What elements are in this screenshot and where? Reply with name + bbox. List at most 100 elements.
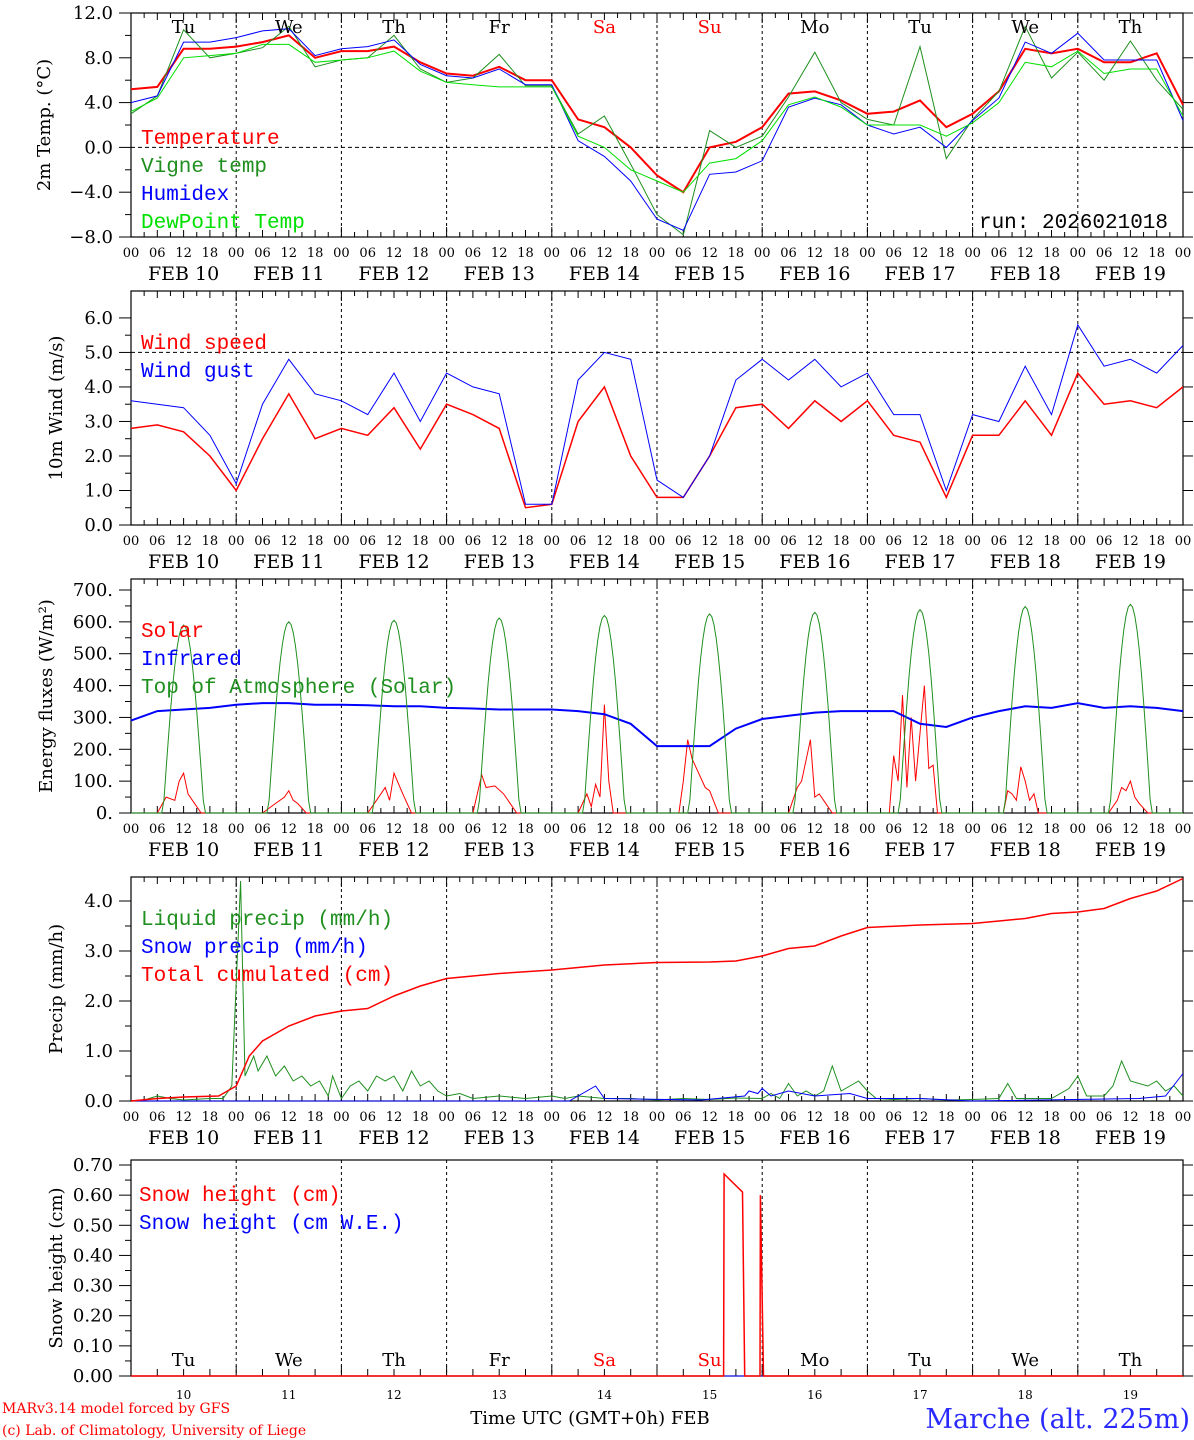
hour-tick-label: 00 — [1070, 534, 1087, 549]
hour-tick-label: 00 — [228, 534, 245, 549]
hour-tick-label: 06 — [465, 246, 482, 261]
hour-tick-label: 18 — [517, 1110, 534, 1125]
date-label: FEB 11 — [253, 551, 324, 573]
hour-tick-label: 00 — [123, 822, 140, 837]
hour-tick-label: 06 — [675, 246, 692, 261]
day-name-label: Mo — [800, 17, 829, 38]
hour-tick-label: 12 — [386, 1110, 403, 1125]
date-label: FEB 18 — [990, 263, 1061, 285]
date-label: FEB 11 — [253, 1127, 324, 1149]
y-tick-label: 0.70 — [73, 1155, 113, 1176]
hour-tick-label: 06 — [359, 1110, 376, 1125]
hour-tick-label: 18 — [517, 534, 534, 549]
hour-tick-label: 00 — [228, 822, 245, 837]
hour-tick-label: 12 — [807, 822, 824, 837]
hour-tick-label: 12 — [701, 822, 718, 837]
hour-tick-label: 00 — [1070, 1110, 1087, 1125]
y-tick-label: 400. — [73, 676, 113, 697]
date-label: FEB 17 — [884, 551, 955, 573]
day-name-label: Sa — [593, 1350, 616, 1371]
day-name-label: Th — [382, 17, 406, 38]
series-line-wind-speed — [130, 371, 1184, 509]
hour-tick-label: 18 — [622, 246, 639, 261]
hour-tick-label: 18 — [307, 534, 324, 549]
series-line-snow-precip-mm-h- — [131, 1073, 1184, 1102]
day-name-label: Th — [1119, 1350, 1143, 1371]
hour-tick-label: 12 — [281, 1110, 298, 1125]
hour-tick-label: 00 — [544, 534, 561, 549]
day-name-label: We — [1011, 1350, 1039, 1371]
hour-tick-label: 18 — [833, 822, 850, 837]
hour-tick-label: 18 — [622, 1110, 639, 1125]
day-number-label: 14 — [597, 1388, 613, 1402]
date-label: FEB 15 — [674, 263, 745, 285]
date-label: FEB 12 — [358, 839, 429, 861]
series-line-vigne-temp — [130, 25, 1184, 236]
y-tick-label: 0.30 — [73, 1276, 113, 1297]
hour-tick-label: 12 — [281, 822, 298, 837]
date-label: FEB 10 — [148, 263, 219, 285]
series-line-wind-gust — [130, 323, 1184, 505]
hour-tick-label: 18 — [1043, 822, 1060, 837]
day-name-label: Tu — [172, 1350, 196, 1371]
day-name-label: Tu — [172, 17, 196, 38]
hour-tick-label: 18 — [728, 1110, 745, 1125]
series-line-dewpoint-temp — [130, 43, 1184, 193]
y-tick-label: 700. — [73, 580, 113, 601]
hour-tick-label: 12 — [281, 534, 298, 549]
y-tick-label: 8.0 — [84, 48, 113, 69]
date-label: FEB 19 — [1095, 551, 1166, 573]
date-label: FEB 13 — [464, 263, 535, 285]
y-axis-label: 10m Wind (m/s) — [46, 336, 67, 481]
hour-tick-label: 06 — [1096, 246, 1113, 261]
hour-tick-label: 12 — [807, 1110, 824, 1125]
hour-tick-label: 00 — [964, 246, 981, 261]
hour-tick-label: 18 — [728, 534, 745, 549]
y-tick-label: 1.0 — [84, 1041, 113, 1062]
day-number-label: 18 — [1018, 1388, 1033, 1402]
run-annotation: run: 2026021018 — [979, 212, 1168, 235]
date-label: FEB 12 — [358, 551, 429, 573]
day-name-label: Fr — [489, 1350, 510, 1371]
panel-precip: 0.0 1.0 2.0 3.0 4.0 Precip (mm/h) 00 06 12 18 00 06… — [46, 876, 1193, 1149]
date-label: FEB 16 — [779, 551, 850, 573]
hour-tick-label: 18 — [833, 1110, 850, 1125]
legend-entry: Wind gust — [141, 361, 254, 384]
date-label: FEB 16 — [779, 839, 850, 861]
hour-tick-label: 06 — [885, 822, 902, 837]
x-axis-label: Time UTC (GMT+0h) FEB — [470, 1408, 709, 1429]
date-label: FEB 10 — [148, 551, 219, 573]
hour-tick-label: 18 — [412, 822, 429, 837]
y-tick-label: 600. — [73, 612, 113, 633]
y-tick-label: 3.0 — [84, 941, 113, 962]
hour-tick-label: 12 — [1122, 534, 1139, 549]
y-tick-label: 200. — [73, 739, 113, 760]
legend-entry: Liquid precip (mm/h) — [141, 909, 393, 932]
hour-tick-label: 00 — [544, 246, 561, 261]
hour-tick-label: 06 — [359, 246, 376, 261]
hour-tick-label: 06 — [570, 534, 587, 549]
hour-tick-label: 00 — [649, 1110, 666, 1125]
hour-tick-label: 18 — [202, 822, 219, 837]
hour-tick-label: 00 — [1175, 246, 1192, 261]
hour-tick-label: 00 — [649, 534, 666, 549]
date-label: FEB 14 — [569, 1127, 640, 1149]
hour-tick-label: 18 — [1043, 534, 1060, 549]
y-tick-label: 0.00 — [73, 1366, 113, 1387]
hour-tick-label: 06 — [885, 1110, 902, 1125]
legend-entry: Wind speed — [141, 333, 267, 356]
hour-tick-label: 12 — [701, 1110, 718, 1125]
hour-tick-label: 12 — [807, 246, 824, 261]
hour-tick-label: 06 — [675, 822, 692, 837]
date-label: FEB 14 — [569, 263, 640, 285]
day-name-label: We — [275, 1350, 303, 1371]
date-label: FEB 14 — [569, 551, 640, 573]
station-name: Marche (alt. 225m) — [925, 1404, 1190, 1435]
day-number-label: 10 — [176, 1388, 191, 1402]
legend-entry: Infrared — [141, 649, 242, 672]
date-label: FEB 19 — [1095, 1127, 1166, 1149]
series-line-total-cumulated-cm- — [130, 877, 1184, 1102]
day-number-label: 12 — [386, 1388, 401, 1402]
y-tick-label: 0. — [96, 803, 113, 824]
hour-tick-label: 18 — [728, 822, 745, 837]
